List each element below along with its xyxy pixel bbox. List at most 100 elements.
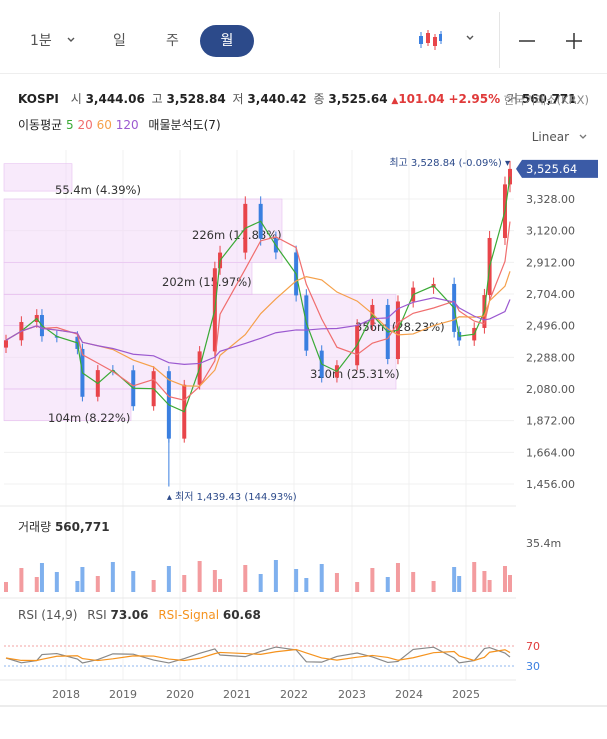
volume-bar [411,572,416,592]
volume-bar [39,563,44,592]
chart-type-chevron-icon[interactable] [466,34,474,42]
symbol: KOSPI [18,92,59,106]
ma20-value: 20 [77,118,93,132]
volume-profile-bar [3,163,73,192]
y-tick-label: 2,496.00 [526,320,575,333]
timeframe-day[interactable]: 일 [113,33,126,49]
volume-bar [4,582,8,592]
volume-bar [151,580,156,592]
volume-bar [182,575,187,592]
volume-profile-label: 매물분석도(7) [148,118,221,132]
volume-bar [218,579,223,592]
timeframe-1min[interactable]: 1분 [30,33,52,49]
low-value: 3,440.42 [247,92,307,106]
volume-profile-label: 104m (8.22%) [48,411,130,425]
scale-chevron-icon[interactable] [579,133,587,141]
volume-bar [95,576,100,592]
open-value: 3,444.06 [85,92,145,106]
timeframe-week[interactable]: 주 [166,33,179,49]
chevron-down-icon[interactable] [67,36,75,44]
y-tick-label: 1,456.00 [526,478,575,491]
volume-bar [395,563,400,592]
x-tick-label: 2024 [395,688,423,701]
volume-value: 560,771 [521,92,577,106]
x-tick-label: 2018 [52,688,80,701]
ma-label: 이동평균 [18,118,63,132]
moving-average-legend[interactable]: 이동평균 5 20 60 120 매물분석도(7) [18,116,221,133]
volume-bar [110,562,115,592]
candlestick-icon[interactable] [417,28,443,52]
volume-bar [243,565,248,592]
volume-bar [304,578,309,592]
toolbar-bottom-border [0,73,607,74]
rsi-signal-value: 60.68 [222,608,261,622]
volume-bar [54,572,59,592]
volume-bar [75,581,80,592]
ma5-value: 5 [66,118,74,132]
up-arrow-icon: ▲ [391,96,399,106]
volume-bar [34,577,39,592]
volume-bar [385,577,390,592]
rsi-label: RSI [87,608,107,622]
x-tick-label: 2019 [109,688,137,701]
y-tick-label: 3,120.00 [526,225,575,238]
candle [4,340,8,348]
volume-bar [80,567,85,592]
ohlc-header: KOSPI 시 3,444.06 고 3,528.84 저 3,440.42 종… [18,90,577,107]
rsi-pane-legend: RSI (14,9) RSI 73.06 RSI-Signal 60.68 [18,608,261,622]
volume-label: 거 [506,92,519,106]
zoom-out-icon[interactable] [517,31,537,51]
close-value: 3,525.64 [328,92,388,106]
volume-bar [355,582,360,592]
volume-bar [452,567,457,592]
volume-profile-label: 320m (25.31%) [310,367,400,381]
toolbar-divider [499,12,500,68]
volume-bar [319,564,324,592]
timeframe-month[interactable]: 월 [200,25,254,57]
volume-profile-bar [3,388,132,421]
high-label: 고 [151,92,163,106]
volume-axis-label: 35.4m [526,537,561,550]
change-value: 101.04 [398,92,445,106]
x-tick-label: 2020 [166,688,194,701]
x-tick-label: 2022 [280,688,308,701]
volume-bar [131,571,136,592]
close-label: 종 [313,92,325,106]
volume-pane-value: 560,771 [54,520,110,534]
y-tick-label: 1,664.00 [526,446,575,459]
zoom-in-icon[interactable] [564,31,584,51]
rsi-level-high-label: 70 [526,640,540,653]
x-tick-label: 2023 [338,688,366,701]
open-label: 시 [70,92,82,106]
x-tick-label: 2021 [223,688,251,701]
volume-profile-label: 55.4m (4.39%) [55,183,141,197]
volume-profile-bar [3,262,253,295]
high-value: 3,528.84 [166,92,226,106]
volume-profile-label: 202m (15.97%) [162,275,252,289]
volume-bar [502,566,507,592]
volume-pane-legend: 거래량 560,771 [18,518,110,535]
volume-bar [258,574,263,592]
volume-bar [166,566,171,592]
rsi-signal-line [5,648,511,662]
volume-bar [197,561,202,592]
volume-bar [334,573,339,592]
y-tick-label: 2,912.00 [526,256,575,269]
rsi-value: 73.06 [110,608,149,622]
toolbar: 1분 일 주 월 [0,0,607,80]
volume-bar [487,580,492,592]
rsi-signal-label: RSI-Signal [158,608,220,622]
rsi-line [5,646,511,664]
exchange-label: 한국거래소(KRX) [503,93,589,107]
volume-profile-bar [3,198,283,263]
ma120-value: 120 [115,118,139,132]
volume-bar [431,581,436,592]
current-price-label: 3,525.64 [526,162,577,176]
y-tick-label: 3,328.00 [526,193,575,206]
volume-bar [212,570,217,592]
high-annotation: 최고 3,528.84 (-0.09%) ▾ [389,157,510,169]
volume-bar [19,568,24,592]
scale-selector[interactable]: Linear [531,130,569,144]
y-tick-label: 2,704.00 [526,288,575,301]
